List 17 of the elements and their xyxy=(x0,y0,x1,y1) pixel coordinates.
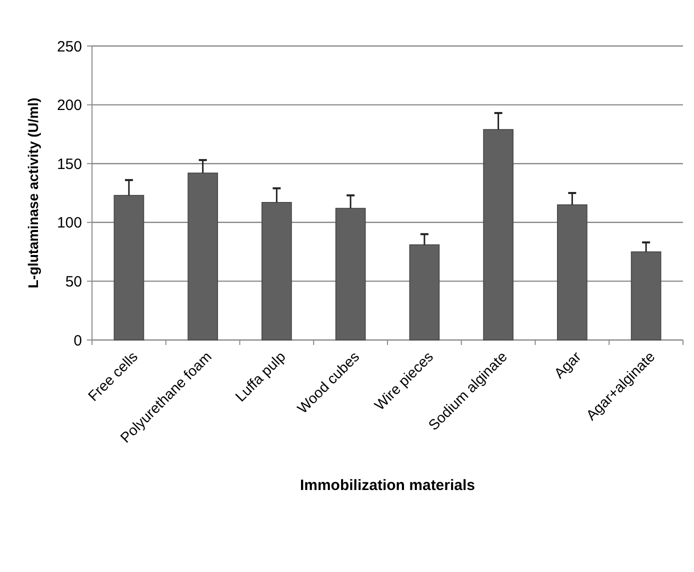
bar xyxy=(262,202,292,340)
bar xyxy=(483,129,514,340)
x-axis-title: Immobilization materials xyxy=(300,477,476,494)
y-tick-label: 50 xyxy=(65,273,82,290)
y-axis-title: L-glutaminase activity (U/ml) xyxy=(25,98,41,288)
bar xyxy=(557,204,588,340)
y-tick-label: 100 xyxy=(56,214,82,232)
bar xyxy=(335,208,366,340)
bar xyxy=(630,251,662,340)
y-tick-label: 200 xyxy=(56,97,82,114)
bar xyxy=(409,244,440,340)
x-tick-label: Free cells xyxy=(86,349,142,405)
bar xyxy=(188,172,218,340)
bar xyxy=(114,194,144,340)
y-tick-label: 250 xyxy=(56,38,82,56)
y-tick-label: 150 xyxy=(56,156,82,173)
y-tick-label: 0 xyxy=(74,332,82,350)
